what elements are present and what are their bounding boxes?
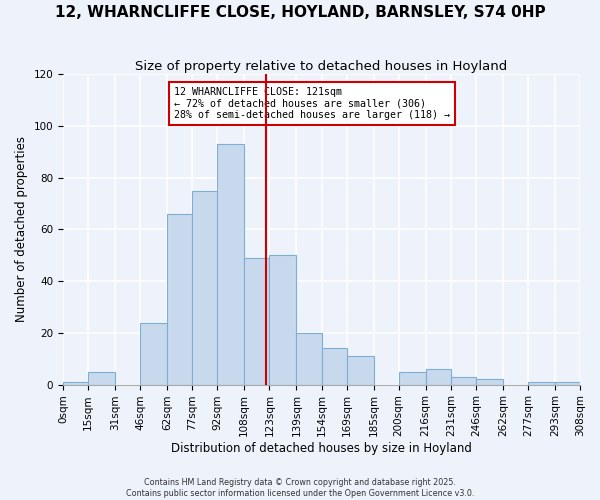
- Text: 12 WHARNCLIFFE CLOSE: 121sqm
← 72% of detached houses are smaller (306)
28% of s: 12 WHARNCLIFFE CLOSE: 121sqm ← 72% of de…: [174, 86, 450, 120]
- Text: 12, WHARNCLIFFE CLOSE, HOYLAND, BARNSLEY, S74 0HP: 12, WHARNCLIFFE CLOSE, HOYLAND, BARNSLEY…: [55, 5, 545, 20]
- Text: Contains HM Land Registry data © Crown copyright and database right 2025.
Contai: Contains HM Land Registry data © Crown c…: [126, 478, 474, 498]
- Bar: [555, 382, 580, 384]
- Bar: [476, 380, 503, 384]
- Bar: [425, 369, 451, 384]
- Bar: [269, 256, 296, 384]
- Bar: [63, 382, 88, 384]
- Bar: [322, 348, 347, 384]
- Bar: [528, 382, 555, 384]
- Bar: [296, 333, 322, 384]
- Bar: [451, 377, 476, 384]
- Y-axis label: Number of detached properties: Number of detached properties: [15, 136, 28, 322]
- Bar: [399, 372, 425, 384]
- Bar: [140, 322, 167, 384]
- Bar: [192, 190, 217, 384]
- Bar: [347, 356, 374, 384]
- X-axis label: Distribution of detached houses by size in Hoyland: Distribution of detached houses by size …: [171, 442, 472, 455]
- Bar: [244, 258, 269, 384]
- Title: Size of property relative to detached houses in Hoyland: Size of property relative to detached ho…: [136, 60, 508, 73]
- Bar: [217, 144, 244, 384]
- Bar: [88, 372, 115, 384]
- Bar: [167, 214, 192, 384]
